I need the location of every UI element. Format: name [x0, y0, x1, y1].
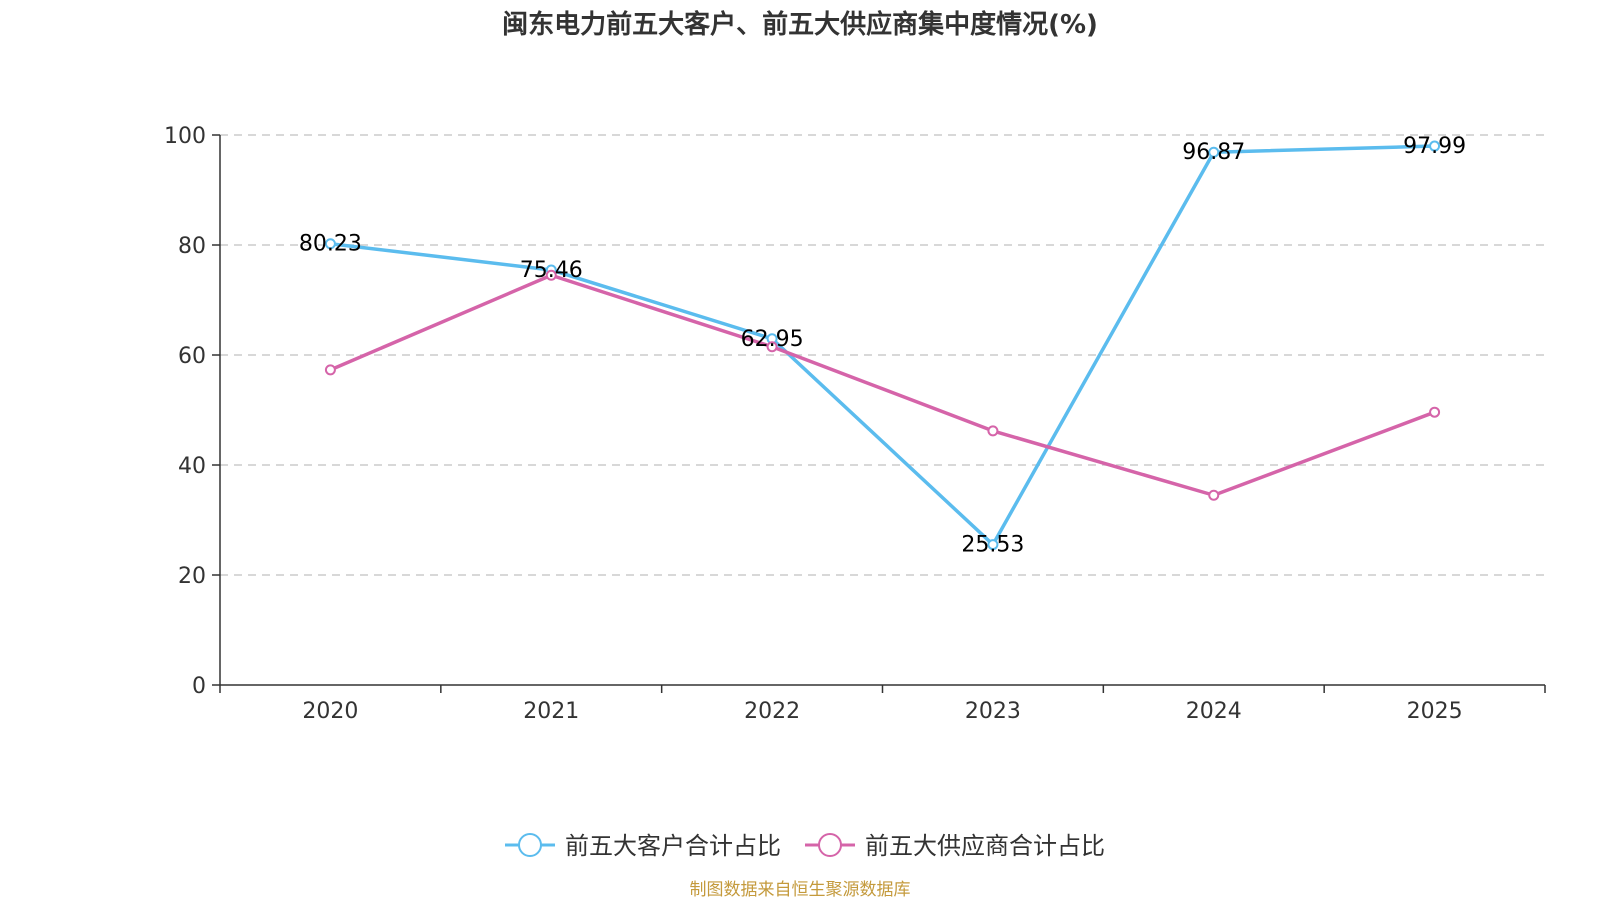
axes: 0 20 40 60 80 100 2020 2021 2022 2023 2024 2025 [164, 124, 1546, 724]
data-point[interactable] [766, 341, 778, 353]
legend-item-2[interactable]: 前五大供应商合计占比 [865, 832, 1105, 860]
x-tick-label: 2020 [302, 699, 358, 724]
y-tick-label: 0 [192, 674, 206, 699]
y-tick-label: 60 [178, 344, 206, 369]
data-point[interactable] [987, 539, 999, 551]
chart-title: 闽东电力前五大客户、前五大供应商集中度情况(%) [502, 9, 1098, 40]
data-point[interactable] [1208, 146, 1220, 158]
y-tick-label: 100 [164, 124, 206, 149]
data-point[interactable] [987, 425, 999, 437]
series-line-2 [329, 273, 1436, 497]
data-label: 62.95 [741, 327, 804, 352]
source-note: 制图数据来自恒生聚源数据库 [690, 880, 911, 900]
data-label: 80.23 [299, 232, 362, 257]
series-layer [324, 140, 1441, 551]
data-label: 97.99 [1403, 134, 1466, 159]
legend-swatch-marker[interactable] [518, 833, 542, 857]
data-label: 96.87 [1182, 140, 1245, 165]
x-tick-label: 2025 [1407, 699, 1463, 724]
y-tick-label: 40 [178, 454, 206, 479]
y-tick-label: 20 [178, 564, 206, 589]
series-line-1 [330, 144, 1435, 547]
data-label: 75.46 [520, 258, 583, 283]
data-label: 25.53 [961, 533, 1024, 558]
data-point[interactable] [1429, 140, 1441, 152]
x-tick-label: 2024 [1186, 699, 1242, 724]
data-point[interactable] [324, 364, 336, 376]
data-point[interactable] [1429, 406, 1441, 418]
data-point[interactable] [545, 269, 557, 281]
x-tick-label: 2021 [523, 699, 579, 724]
data-point[interactable] [324, 238, 336, 250]
legend-item-1[interactable]: 前五大客户合计占比 [565, 832, 781, 860]
legend-swatch-marker[interactable] [818, 833, 842, 857]
data-labels: 80.23 75.46 62.95 25.53 96.87 97.99 [299, 134, 1466, 558]
data-point[interactable] [1208, 489, 1220, 501]
x-tick-label: 2022 [744, 699, 800, 724]
legend[interactable]: 前五大客户合计占比 前五大供应商合计占比 [505, 832, 1105, 860]
gridlines [220, 134, 1545, 576]
x-tick-label: 2023 [965, 699, 1021, 724]
y-tick-label: 80 [178, 234, 206, 259]
